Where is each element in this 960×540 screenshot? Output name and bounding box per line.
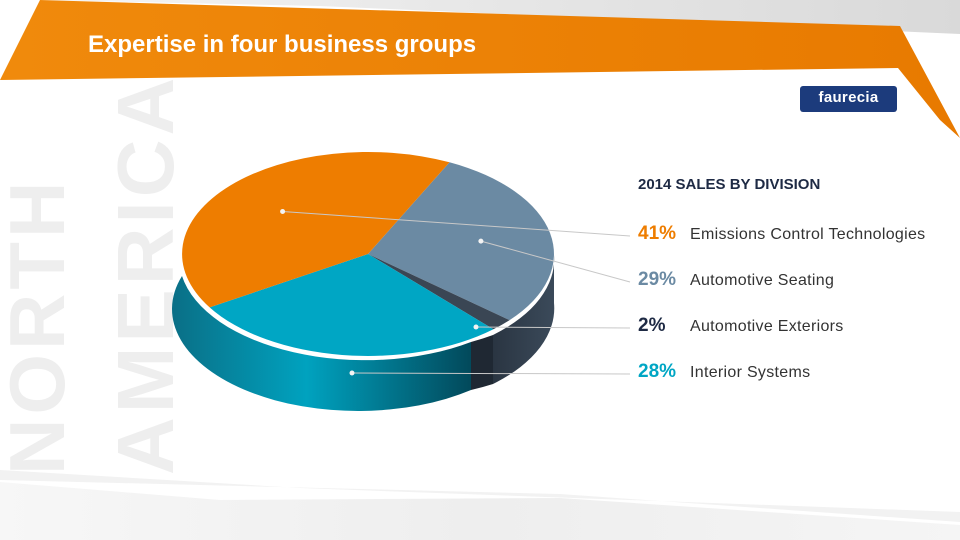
pie-side-slate — [493, 255, 555, 384]
legend-percent-exteriors: 2% — [638, 315, 666, 336]
legend-label-interior: Interior Systems — [690, 364, 811, 381]
gray-top-band — [40, 0, 960, 34]
pie-side-teal — [172, 276, 471, 411]
leader-dot-interior — [349, 370, 355, 376]
leader-line-emissions — [282, 211, 631, 237]
leader-line-interior — [351, 372, 631, 375]
page-title: Expertise in four business groups — [88, 31, 477, 58]
gray-bottom-swoosh — [0, 482, 960, 540]
pie-side-dark — [471, 335, 493, 390]
chart-title: 2014 SALES BY DIVISION — [638, 176, 821, 193]
orange-title-banner — [0, 0, 960, 138]
pie-slice-interior — [209, 254, 494, 356]
legend-label-exteriors: Automotive Exteriors — [690, 318, 844, 335]
legend-label-emissions: Emissions Control Technologies — [690, 226, 926, 243]
leader-line-seating — [480, 240, 631, 283]
pie-slice-seating — [368, 162, 554, 321]
leader-line-exteriors — [475, 326, 631, 329]
legend-percent-seating: 29% — [638, 269, 677, 290]
pie-leader-lines — [280, 209, 631, 376]
legend-label-seating: Automotive Seating — [690, 272, 835, 289]
legend-percent-interior: 28% — [638, 361, 677, 382]
leader-dot-exteriors — [473, 324, 479, 330]
legend-percent-emissions: 41% — [638, 223, 677, 244]
pie-slice-emissions — [182, 152, 450, 308]
faurecia-logo: faurecia — [800, 86, 897, 112]
leader-dot-emissions — [280, 209, 286, 214]
leader-dot-seating — [478, 238, 484, 244]
pie-top — [182, 152, 554, 356]
pie-slice-exteriors — [368, 254, 510, 330]
logo-text: faurecia — [818, 89, 879, 106]
